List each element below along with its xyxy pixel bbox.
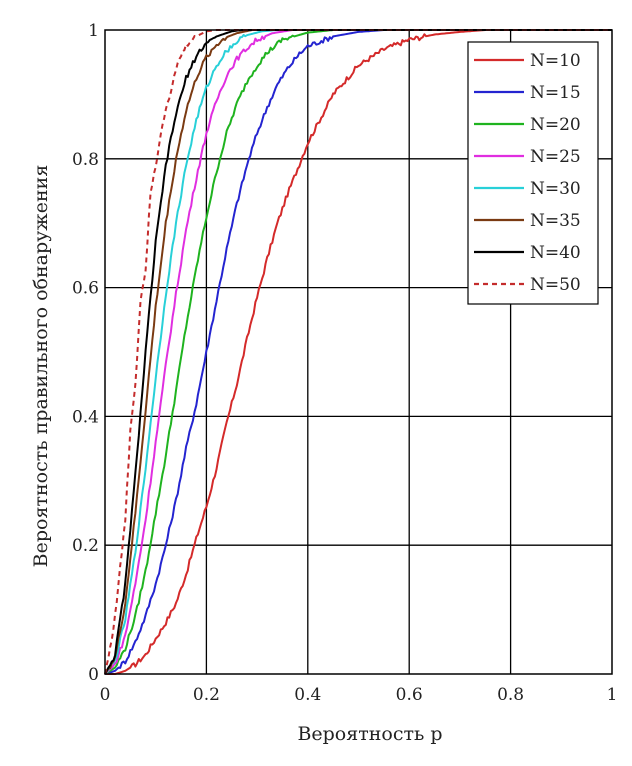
legend-box: [467, 41, 599, 305]
x-tick-label: 1: [607, 685, 618, 705]
series-line-n-50: [104, 29, 612, 675]
y-tick-label: 0.6: [72, 279, 99, 299]
legend-entry: N=50: [530, 275, 581, 295]
plot-frame: [104, 29, 613, 675]
tick-labels: 0 0.2 0.4 0.6 0.8 1 0 0.2 0.4 0.6 0.8 1: [72, 21, 617, 705]
legend-entry: N=40: [530, 243, 581, 263]
y-tick-label: 0.8: [72, 150, 99, 170]
legend-entry: N=10: [530, 51, 581, 71]
y-tick-label: 0: [88, 665, 99, 685]
legend-entry: N=15: [530, 83, 581, 103]
legend-entry: N=30: [530, 179, 581, 199]
y-axis-label: Вероятность правильного обнаружения: [30, 165, 52, 568]
legend-entry: N=20: [530, 115, 581, 135]
legend-entry: N=25: [530, 147, 581, 167]
x-tick-label: 0.4: [294, 685, 321, 705]
y-tick-label: 0.4: [72, 407, 99, 427]
x-axis-label: Вероятность p: [297, 723, 442, 745]
x-tick-label: 0: [100, 685, 111, 705]
legend: N=10 N=15 N=20 N=25 N=30 N=35 N=40 N=50: [467, 41, 599, 305]
y-tick-label: 0.2: [72, 536, 99, 556]
x-tick-label: 0.2: [193, 685, 220, 705]
y-tick-label: 1: [88, 21, 99, 41]
x-tick-label: 0.6: [396, 685, 423, 705]
x-tick-label: 0.8: [497, 685, 524, 705]
legend-entry: N=35: [530, 211, 581, 231]
